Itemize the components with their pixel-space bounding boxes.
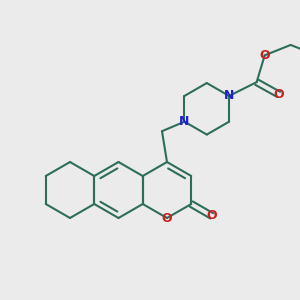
Text: O: O [273, 88, 284, 101]
Text: O: O [162, 212, 172, 224]
Text: O: O [206, 209, 217, 222]
Text: O: O [260, 49, 270, 62]
Text: N: N [224, 89, 234, 102]
Text: N: N [179, 115, 190, 128]
